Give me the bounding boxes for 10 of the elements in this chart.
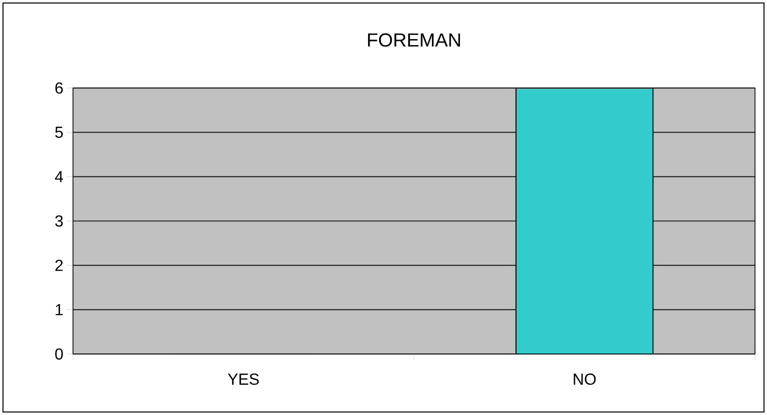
y-tick-label: 5	[55, 126, 63, 138]
y-tick-label: 4	[54, 171, 64, 182]
y-tick-label: 6	[55, 82, 63, 94]
y-tick-label: 2	[55, 260, 63, 271]
x-tick-label: NO	[574, 374, 596, 385]
y-tick-label: 0	[55, 348, 63, 360]
x-tick-label: YES	[228, 374, 259, 385]
y-tick-label: 1	[56, 304, 63, 316]
y-tick-label: 3	[55, 215, 63, 227]
chart-title: FOREMAN	[368, 33, 460, 47]
